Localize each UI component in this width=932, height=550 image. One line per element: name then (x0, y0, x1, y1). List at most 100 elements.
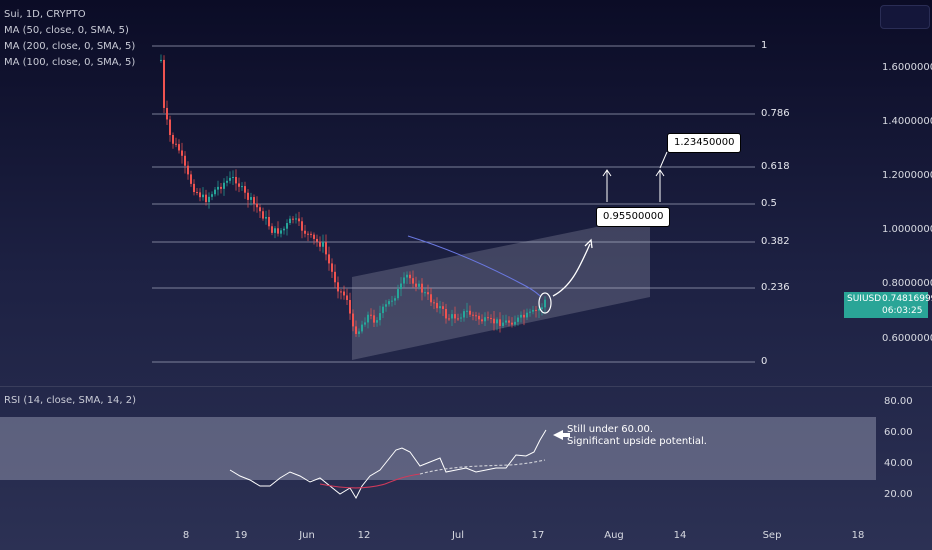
candle-body (403, 277, 405, 284)
indicator-legend: Sui, 1D, CRYPTO MA (50, close, 0, SMA, 5… (4, 7, 135, 71)
candle-body (289, 218, 291, 224)
candle-body (208, 196, 210, 203)
pane-separator[interactable] (0, 386, 932, 387)
date-axis-label: Jul (451, 530, 465, 541)
candle-body (163, 59, 165, 108)
candle-body (178, 144, 180, 151)
symbol-price-badge[interactable]: SUIUSD 0.74816999 06:03:25 (844, 292, 932, 318)
candle-body (532, 309, 534, 312)
price-axis-label: 1.00000000 (882, 224, 932, 235)
candle-body (502, 322, 504, 326)
legend-ma100[interactable]: MA (100, close, 0, SMA, 5) (4, 57, 136, 68)
candle-body (457, 318, 459, 320)
candle-body (520, 314, 522, 318)
candle-body (235, 176, 237, 184)
arrow-left-icon (553, 430, 570, 440)
candle-body (160, 59, 162, 61)
candle-body (358, 331, 360, 334)
candle-body (541, 307, 543, 310)
arrow-up-icon (602, 169, 612, 177)
fib-lines (152, 45, 755, 363)
candle-body (463, 311, 465, 318)
candle-body (337, 282, 339, 292)
candle-body (298, 218, 300, 222)
callout-connector (659, 151, 668, 169)
candle-body (421, 283, 423, 293)
candle-body (295, 218, 297, 220)
candle-body (202, 194, 204, 198)
candle-body (412, 278, 414, 284)
candle-body (436, 302, 438, 309)
fib-label: 0.382 (761, 236, 790, 247)
candlestick-series (160, 54, 546, 338)
rsi-ma-line (419, 459, 546, 475)
candle-body (406, 274, 408, 278)
ascending-channel[interactable] (352, 216, 650, 360)
candle-body (256, 203, 258, 208)
candle-body (220, 186, 222, 189)
candle-body (430, 294, 432, 303)
highlight-circle (538, 292, 552, 314)
legend-ma200[interactable]: MA (200, close, 0, SMA, 5) (4, 41, 136, 52)
candle-body (361, 324, 363, 332)
candle-body (328, 254, 330, 264)
candle-body (211, 194, 213, 197)
fib-label: 1 (761, 40, 768, 51)
candle-body (334, 271, 336, 283)
candle-body (310, 233, 312, 235)
candle-body (526, 312, 528, 318)
candle-body (448, 318, 450, 320)
candle-body (538, 309, 540, 311)
candle-body (199, 192, 201, 198)
candle-body (166, 107, 168, 120)
rsi-annotation[interactable]: Still under 60.00. Significant upside po… (567, 424, 707, 448)
rsi-legend[interactable]: RSI (14, close, SMA, 14, 2) (4, 395, 137, 406)
candle-body (415, 283, 417, 287)
candle-body (352, 313, 354, 327)
rsi-axis-label: 60.00 (884, 427, 913, 438)
fib-label: 0.5 (761, 198, 777, 209)
date-axis-label: Sep (762, 530, 782, 541)
candle-body (418, 283, 420, 287)
date-axis-label: 8 (182, 530, 190, 541)
candle-body (349, 300, 351, 314)
candle-body (466, 310, 468, 312)
rsi-ma-red (319, 473, 421, 489)
candle-body (505, 320, 507, 323)
candle-body (175, 143, 177, 145)
candle-body (355, 326, 357, 334)
target-callout-2[interactable]: 1.23450000 (667, 133, 742, 153)
target-callout-1[interactable]: 0.95500000 (596, 207, 671, 227)
projection-curve (552, 243, 591, 297)
badge-symbol: SUIUSD (847, 294, 882, 304)
candle-body (394, 298, 396, 301)
candle-body (400, 283, 402, 290)
candle-body (490, 318, 492, 320)
candle-body (259, 207, 261, 212)
rsi-axis-label: 40.00 (884, 458, 913, 469)
arrow-up-icon (655, 169, 665, 177)
legend-ma50[interactable]: MA (50, close, 0, SMA, 5) (4, 25, 129, 36)
candle-body (442, 306, 444, 309)
legend-symbol[interactable]: Sui, 1D, CRYPTO (4, 9, 86, 20)
fib-label: 0.786 (761, 108, 790, 119)
candle-body (523, 314, 525, 318)
date-axis-label: Aug (604, 530, 624, 541)
price-axis-label: 1.40000000 (882, 116, 932, 127)
top-right-button[interactable] (880, 5, 930, 29)
candle-body (283, 228, 285, 231)
candle-body (454, 314, 456, 319)
badge-price: 0.74816999 (882, 294, 932, 304)
candle-body (271, 226, 273, 233)
candle-body (343, 291, 345, 296)
rsi-axis-label: 80.00 (884, 396, 913, 407)
date-axis-label: 19 (234, 530, 248, 541)
candle-body (292, 218, 294, 220)
fib-label: 0.236 (761, 282, 790, 293)
candle-body (265, 216, 267, 219)
candle-body (244, 186, 246, 193)
candle-body (370, 314, 372, 316)
candle-body (205, 194, 207, 203)
candle-body (193, 183, 195, 193)
